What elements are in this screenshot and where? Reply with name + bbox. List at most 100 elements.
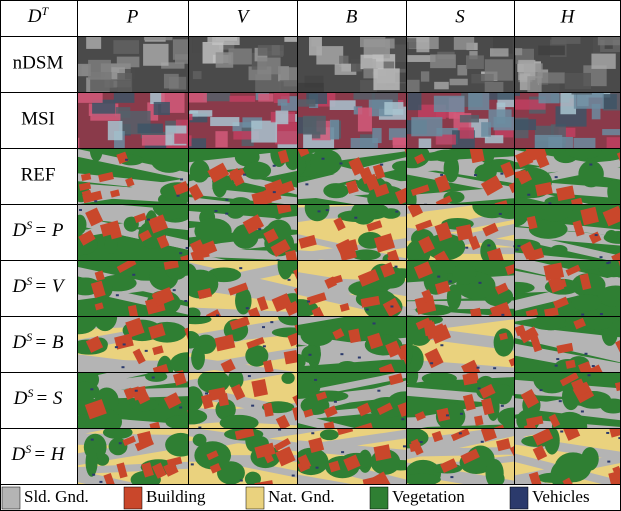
- vehicle: [240, 480, 243, 482]
- vehicle: [607, 461, 610, 463]
- vehicle: [119, 442, 122, 444]
- vehicle: [555, 176, 558, 178]
- vegetation: [431, 150, 462, 162]
- legend-swatch: [370, 487, 388, 509]
- vehicle: [339, 162, 342, 164]
- vegetation: [422, 372, 457, 384]
- vehicle: [316, 467, 319, 469]
- vegetation: [243, 162, 271, 180]
- vehicle: [116, 294, 119, 296]
- vehicle: [262, 326, 265, 328]
- row-label-base: D: [12, 276, 27, 297]
- vegetation: [381, 208, 400, 219]
- vehicle: [123, 343, 126, 345]
- texture: [143, 44, 168, 66]
- row-label-rest: = B: [34, 332, 64, 353]
- vehicle: [606, 262, 609, 264]
- vehicle: [214, 210, 217, 212]
- texture: [330, 120, 339, 140]
- vehicle: [449, 280, 452, 282]
- image-cell: [281, 260, 415, 324]
- vehicle: [258, 228, 261, 230]
- row-label-rest: = H: [33, 444, 66, 465]
- texture: [560, 92, 576, 114]
- vehicle: [305, 183, 308, 185]
- vegetation: [452, 264, 476, 285]
- vehicle: [395, 211, 398, 213]
- texture: [360, 35, 385, 47]
- vehicle: [79, 209, 82, 211]
- legend-swatch: [510, 487, 528, 509]
- vegetation: [555, 452, 592, 482]
- vegetation: [151, 147, 188, 173]
- legend-label: Sld. Gnd.: [24, 487, 89, 506]
- texture: [411, 117, 442, 136]
- row-label-base: D: [12, 332, 27, 353]
- vehicle: [477, 367, 480, 369]
- vehicle: [465, 247, 468, 249]
- corner-sup: T: [42, 4, 50, 18]
- image-cell: [179, 307, 310, 378]
- row-label-rest: = P: [34, 220, 64, 241]
- texture: [490, 48, 509, 56]
- vehicle: [177, 195, 180, 197]
- texture: [303, 116, 326, 135]
- vehicle: [121, 366, 124, 368]
- vehicle: [145, 350, 148, 352]
- vehicle: [478, 282, 481, 284]
- vehicle: [390, 306, 393, 308]
- vegetation: [584, 317, 613, 329]
- texture: [430, 54, 456, 68]
- vegetation: [320, 429, 339, 440]
- vegetation: [403, 474, 441, 486]
- texture: [466, 55, 484, 69]
- vehicle: [132, 274, 135, 276]
- vegetation: [607, 180, 621, 204]
- vehicle: [403, 445, 406, 447]
- texture: [434, 96, 465, 112]
- row-label-sup: S: [26, 330, 32, 344]
- image-cell: [402, 29, 514, 95]
- vehicle: [322, 158, 325, 160]
- vehicle: [311, 432, 314, 434]
- row-label: REF: [21, 164, 56, 185]
- image-cell: [60, 194, 194, 265]
- vehicle: [459, 432, 462, 434]
- image-cell: [396, 84, 519, 155]
- vehicle: [606, 432, 609, 434]
- column-header: V: [237, 6, 251, 27]
- vehicle: [600, 256, 603, 258]
- texture: [278, 99, 288, 105]
- texture: [117, 73, 132, 93]
- texture: [88, 60, 111, 80]
- image-cell: [297, 35, 421, 98]
- vehicle: [540, 389, 543, 391]
- vehicle: [334, 401, 337, 403]
- texture: [108, 121, 123, 140]
- texture: [406, 38, 416, 49]
- vehicle: [430, 362, 433, 364]
- texture: [216, 52, 234, 67]
- vehicle: [152, 377, 155, 379]
- vegetation: [486, 459, 504, 488]
- row-label: DS= B: [12, 330, 64, 354]
- vehicle: [273, 191, 276, 193]
- texture: [117, 57, 140, 68]
- building: [284, 350, 299, 364]
- vegetation: [300, 324, 333, 346]
- vehicle: [205, 392, 208, 394]
- texture: [565, 73, 591, 89]
- row-label: nDSM: [13, 52, 64, 73]
- vegetation: [70, 382, 99, 401]
- texture: [90, 114, 120, 121]
- vehicle: [584, 353, 587, 355]
- vehicle: [460, 413, 463, 415]
- vehicle: [588, 374, 591, 376]
- image-cell: [401, 364, 529, 436]
- row-label-sup: S: [25, 442, 31, 456]
- texture: [312, 37, 322, 47]
- vehicle: [478, 387, 481, 389]
- texture: [386, 38, 395, 48]
- legend-label: Vegetation: [392, 487, 465, 506]
- texture: [86, 37, 101, 49]
